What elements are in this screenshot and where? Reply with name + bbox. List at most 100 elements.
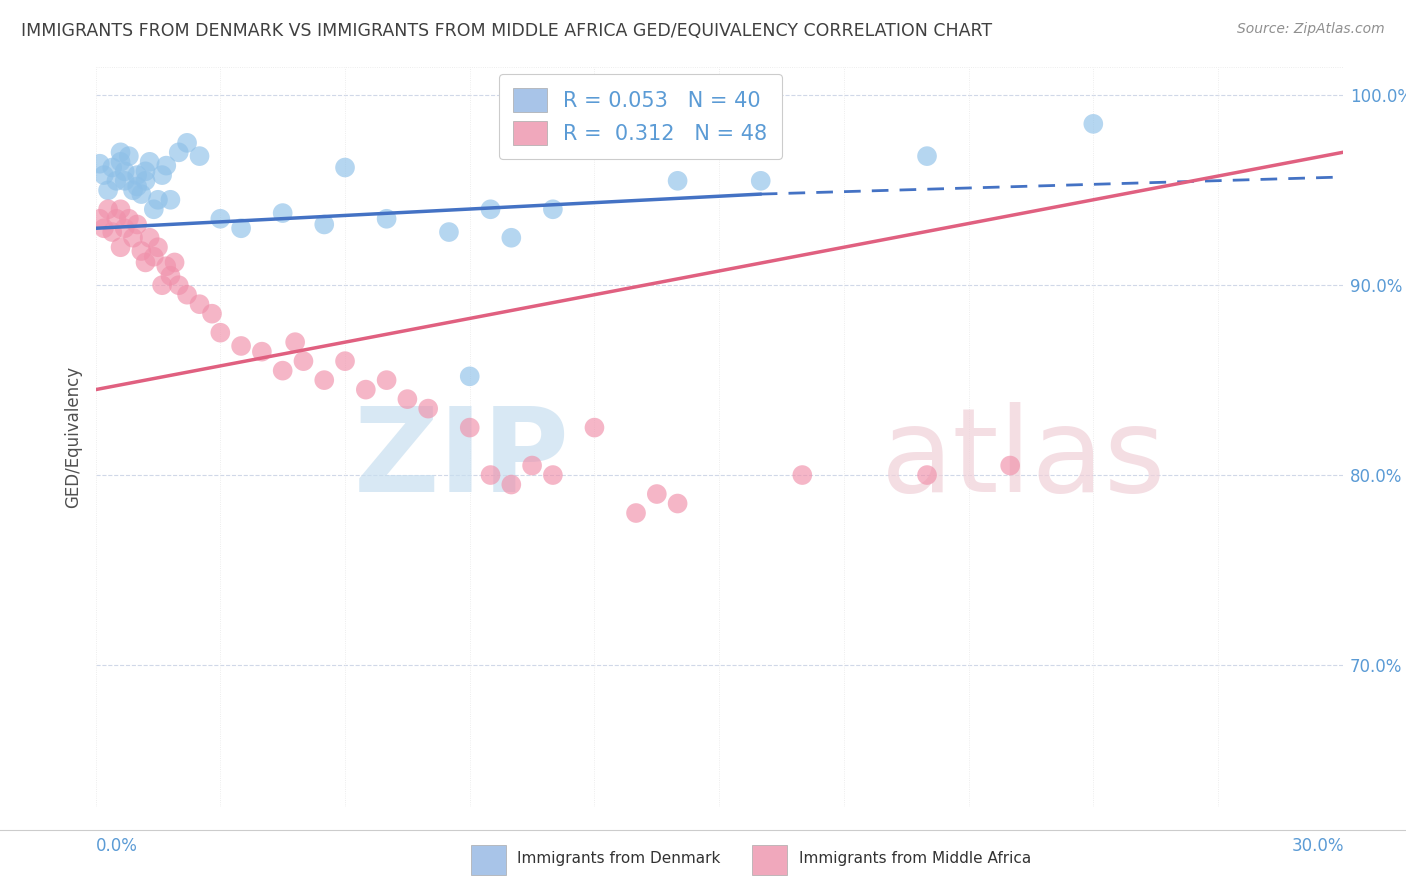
Point: [167, 145, 190, 160]
Text: Source: ZipAtlas.com: Source: ZipAtlas.com: [1237, 22, 1385, 37]
Point: [458, 369, 481, 384]
Point: [250, 344, 273, 359]
Point: [292, 354, 315, 368]
Point: [188, 149, 211, 163]
Point: [89, 157, 111, 171]
Point: [110, 202, 132, 217]
Point: [146, 193, 169, 207]
Point: [284, 335, 307, 350]
Point: [114, 221, 136, 235]
Point: [127, 179, 149, 194]
Point: [624, 506, 647, 520]
Point: [142, 202, 165, 217]
FancyBboxPatch shape: [471, 846, 506, 875]
Text: atlas: atlas: [882, 401, 1167, 516]
Point: [501, 477, 523, 491]
Point: [114, 164, 136, 178]
Point: [176, 287, 198, 301]
Point: [188, 297, 211, 311]
Point: [146, 240, 169, 254]
Point: [159, 193, 181, 207]
Point: [93, 168, 115, 182]
Point: [134, 164, 156, 178]
Point: [915, 149, 938, 163]
FancyBboxPatch shape: [752, 846, 787, 875]
Text: Immigrants from Middle Africa: Immigrants from Middle Africa: [799, 851, 1031, 866]
Legend: R = 0.053   N = 40, R =  0.312   N = 48: R = 0.053 N = 40, R = 0.312 N = 48: [499, 74, 782, 160]
Point: [131, 244, 153, 258]
Point: [209, 326, 232, 340]
Text: 0.0%: 0.0%: [96, 837, 138, 855]
Text: IMMIGRANTS FROM DENMARK VS IMMIGRANTS FROM MIDDLE AFRICA GED/EQUIVALENCY CORRELA: IMMIGRANTS FROM DENMARK VS IMMIGRANTS FR…: [21, 22, 993, 40]
Point: [541, 202, 564, 217]
Point: [749, 174, 772, 188]
Point: [333, 161, 356, 175]
Point: [131, 187, 153, 202]
Point: [201, 307, 224, 321]
Point: [229, 339, 252, 353]
Point: [333, 354, 356, 368]
Point: [155, 159, 177, 173]
Point: [101, 225, 124, 239]
Point: [458, 420, 481, 434]
Text: Immigrants from Denmark: Immigrants from Denmark: [517, 851, 721, 866]
Point: [105, 174, 128, 188]
Point: [520, 458, 543, 473]
Point: [479, 202, 502, 217]
Point: [134, 255, 156, 269]
Point: [150, 168, 173, 182]
Point: [645, 487, 668, 501]
Point: [142, 250, 165, 264]
Point: [998, 458, 1021, 473]
Point: [163, 255, 186, 269]
Point: [437, 225, 460, 239]
Point: [118, 211, 141, 226]
Point: [209, 211, 232, 226]
Point: [666, 174, 689, 188]
Point: [229, 221, 252, 235]
Point: [375, 211, 398, 226]
Text: 30.0%: 30.0%: [1292, 837, 1344, 855]
Point: [501, 231, 523, 245]
Point: [138, 231, 160, 245]
Point: [418, 401, 440, 416]
Point: [118, 149, 141, 163]
Point: [1083, 117, 1105, 131]
Point: [110, 145, 132, 160]
Point: [134, 174, 156, 188]
Point: [176, 136, 198, 150]
Point: [127, 168, 149, 182]
Point: [915, 468, 938, 483]
Point: [271, 364, 294, 378]
Point: [792, 468, 814, 483]
Point: [541, 468, 564, 483]
Point: [122, 231, 145, 245]
Point: [271, 206, 294, 220]
Text: ZIP: ZIP: [353, 401, 569, 516]
Point: [93, 221, 115, 235]
Point: [110, 154, 132, 169]
Point: [354, 383, 377, 397]
Point: [155, 259, 177, 273]
Point: [105, 211, 128, 226]
Point: [479, 468, 502, 483]
Point: [666, 496, 689, 510]
Y-axis label: GED/Equivalency: GED/Equivalency: [63, 366, 82, 508]
Point: [396, 392, 419, 406]
Point: [110, 240, 132, 254]
Point: [127, 218, 149, 232]
Point: [583, 420, 606, 434]
Point: [97, 183, 120, 197]
Point: [150, 278, 173, 293]
Point: [101, 161, 124, 175]
Point: [314, 373, 336, 387]
Point: [159, 268, 181, 283]
Point: [375, 373, 398, 387]
Point: [97, 202, 120, 217]
Point: [167, 278, 190, 293]
Point: [89, 211, 111, 226]
Point: [138, 154, 160, 169]
Point: [314, 218, 336, 232]
Point: [114, 174, 136, 188]
Point: [122, 183, 145, 197]
